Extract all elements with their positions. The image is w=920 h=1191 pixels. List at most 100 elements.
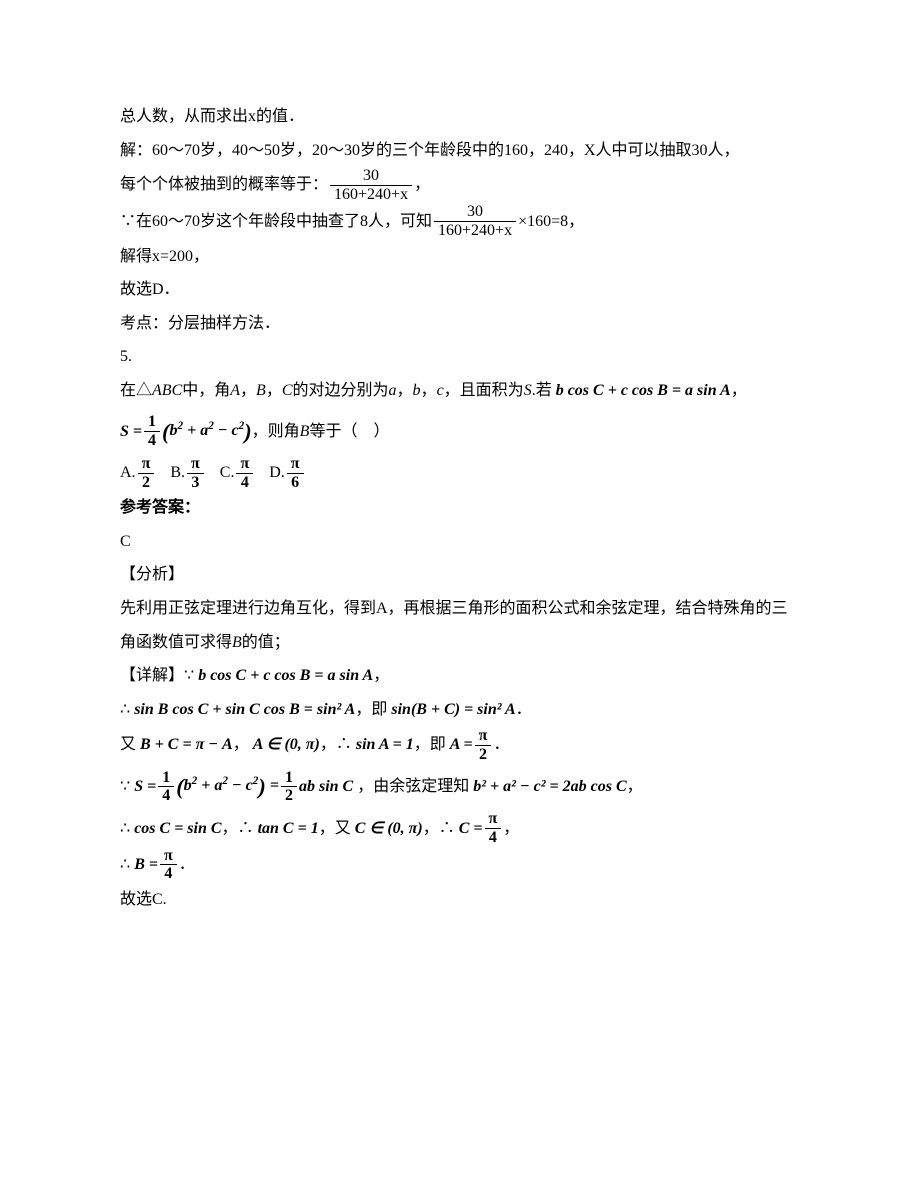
text: ， xyxy=(503,812,519,846)
var: c xyxy=(437,374,444,408)
detail-line: ∵ S = 1 4 (b2 + a2 − c2) = 1 2 ab sin C … xyxy=(120,763,800,810)
text-line: 解得x=200， xyxy=(120,240,800,274)
text: ，又 xyxy=(319,812,351,846)
text: ∵ xyxy=(120,770,130,804)
text: ，由余弦定理知 xyxy=(357,770,469,804)
detail-line: ∴ cos C = sin C ，∴ tan C = 1 ，又 C ∈ (0, … xyxy=(120,810,800,846)
numerator: 1 xyxy=(144,413,160,432)
equation: A ∈ (0, π) xyxy=(253,728,320,762)
fraction: π 4 xyxy=(160,847,177,883)
text: ， xyxy=(240,374,256,408)
numerator: π xyxy=(475,727,492,746)
var: A xyxy=(230,374,240,408)
text: ， xyxy=(414,168,430,202)
text: ， xyxy=(397,374,413,408)
equation: b cos C + c cos B = a sin A xyxy=(556,374,731,408)
equation: b² + a² − c² = 2ab cos C xyxy=(473,770,626,804)
fraction: π 6 xyxy=(287,455,304,491)
question-line: 在△ ABC 中，角 A ， B ， C 的对边分别为 a ， b ， c ，且… xyxy=(120,374,800,408)
text-line: 故选D． xyxy=(120,273,800,307)
denominator: 4 xyxy=(144,432,160,450)
numerator: π xyxy=(138,455,155,474)
denominator: 2 xyxy=(138,474,155,492)
var: B xyxy=(300,415,310,449)
options-line: A. π 2 B. π 3 C. π 4 D. π 6 xyxy=(120,455,800,491)
numerator: π xyxy=(236,455,253,474)
text: ， xyxy=(266,374,282,408)
equation: cos C = sin C xyxy=(134,812,221,846)
text: ∴ xyxy=(120,848,130,882)
fraction: π 2 xyxy=(475,727,492,763)
text: ，即 xyxy=(355,693,387,727)
numerator: π xyxy=(287,455,304,474)
numerator: 30 xyxy=(330,167,412,186)
numerator: 30 xyxy=(434,203,516,222)
expr: ((b² + a² − c²)b2 + a2 − c2) xyxy=(162,408,252,455)
analysis-label: 【分析】 xyxy=(120,558,800,592)
var: S xyxy=(524,374,532,408)
text: ，∴ xyxy=(423,812,455,846)
detail-line: 又 B + C = π − A ， A ∈ (0, π) ，∴ sin A = … xyxy=(120,727,800,763)
denominator: 2 xyxy=(281,787,297,805)
detail-line: ∴ sin B cos C + sin C cos B = sin² A ，即 … xyxy=(120,693,800,727)
text: ，且面积为 xyxy=(444,374,524,408)
text-line: 总人数，从而求出x的值． xyxy=(120,100,800,134)
text: ， xyxy=(627,770,643,804)
var: ABC xyxy=(152,374,182,408)
var: B xyxy=(232,634,242,651)
fraction: π 3 xyxy=(187,455,204,491)
denominator: 4 xyxy=(236,474,253,492)
text: 的对边分别为 xyxy=(293,374,389,408)
numerator: 1 xyxy=(281,769,297,788)
text: .若 xyxy=(532,374,552,408)
denominator: 6 xyxy=(287,474,304,492)
text: ∴ xyxy=(120,812,130,846)
text: ， xyxy=(373,659,389,693)
var: B = xyxy=(134,848,158,882)
text-line: 考点：分层抽样方法． xyxy=(120,307,800,341)
denominator: 3 xyxy=(187,474,204,492)
text: 等于（ ） xyxy=(309,415,389,449)
formula-line: ∵在60～70岁这个年龄段中抽查了8人，可知 30 160+240+x ×160… xyxy=(120,203,800,239)
detail-line: 【详解】 ∵ b cos C + c cos B = a sin A ， xyxy=(120,659,800,693)
denominator: 2 xyxy=(475,746,492,764)
equation: B + C = π − A xyxy=(140,728,233,762)
formula-line: 每个个体被抽到的概率等于： 30 160+240+x ， xyxy=(120,167,800,203)
var: S = xyxy=(120,415,142,449)
fraction: 1 4 xyxy=(144,413,160,449)
denominator: 4 xyxy=(485,829,502,847)
text: ， xyxy=(421,374,437,408)
text: ∵在60～70岁这个年龄段中抽查了8人，可知 xyxy=(120,205,432,239)
numerator: π xyxy=(160,847,177,866)
numerator: 1 xyxy=(158,769,174,788)
denominator: 160+240+x xyxy=(330,186,412,204)
answer-label: 参考答案： xyxy=(120,491,800,525)
expr: (b2 + a2 − c2) = xyxy=(176,763,279,810)
equation: sin B cos C + sin C cos B = sin² A xyxy=(134,693,355,727)
text: 在△ xyxy=(120,374,152,408)
var: b xyxy=(413,374,421,408)
detail-label: 【详解】 xyxy=(120,659,184,693)
var: C = xyxy=(459,812,483,846)
equation: sin A = 1 xyxy=(356,728,414,762)
question-number: 5. xyxy=(120,340,800,374)
fraction: 1 2 xyxy=(281,769,297,805)
denominator: 160+240+x xyxy=(434,222,516,240)
text: ，即 xyxy=(414,728,446,762)
option-a: A. xyxy=(120,456,136,490)
detail-line: ∴ B = π 4 ． xyxy=(120,847,800,883)
numerator: π xyxy=(187,455,204,474)
text: 又 xyxy=(120,728,136,762)
equation: b cos C + c cos B = a sin A xyxy=(198,659,373,693)
var: C xyxy=(282,374,293,408)
text: ，∴ xyxy=(222,812,254,846)
text: ∴ xyxy=(120,693,130,727)
text: ， xyxy=(731,374,747,408)
var: B xyxy=(256,374,266,408)
text: 先利用正弦定理进行边角互化，得到A，再根据三角形的面积公式和余弦定理，结合特殊角… xyxy=(120,600,788,651)
text: ，则角 xyxy=(252,415,300,449)
denominator: 4 xyxy=(160,865,177,883)
equation: tan C = 1 xyxy=(258,812,319,846)
fraction: π 4 xyxy=(485,810,502,846)
text-line: 故选C. xyxy=(120,883,800,917)
